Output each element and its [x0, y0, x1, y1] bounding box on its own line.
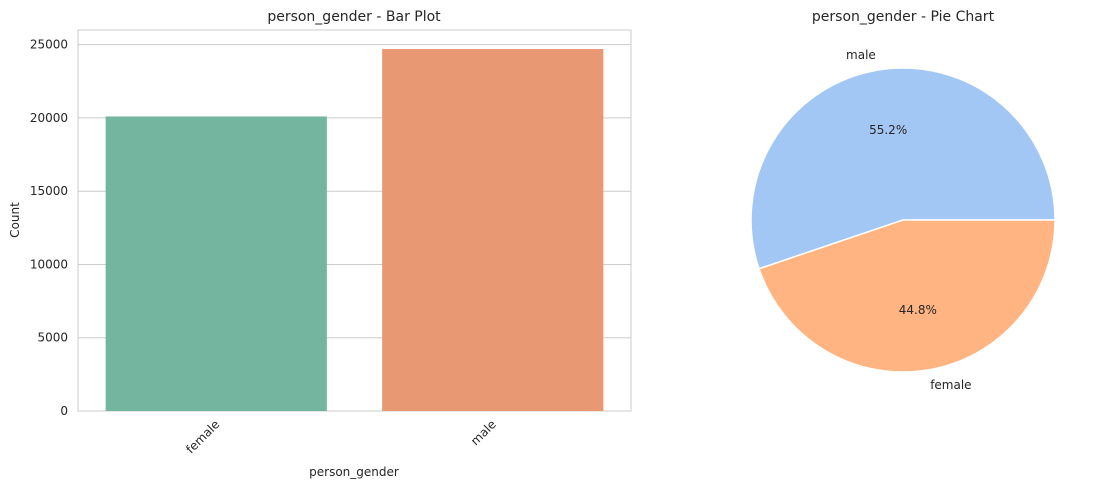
- bar-x-ticks: female male: [183, 417, 499, 456]
- bar-y-ticks: 0 5000 10000 15000 20000 25000: [30, 38, 68, 418]
- bar-y-tick-label: 5000: [37, 331, 68, 345]
- bar-female: [105, 116, 327, 411]
- pie-label: male: [846, 48, 876, 62]
- pie-slice-female: [758, 219, 1056, 373]
- bar-x-axis-label: person_gender: [309, 465, 399, 479]
- bar-chart: person_gender - Bar Plot 0 5000 10000 15000…: [8, 9, 632, 479]
- pie-label: female: [930, 378, 971, 392]
- bar-y-tick-label: 20000: [30, 111, 68, 125]
- bar-y-tick-label: 10000: [30, 257, 68, 271]
- pie-chart-title: person_gender - Pie Chart: [812, 9, 995, 25]
- bar-chart-title: person_gender - Bar Plot: [267, 9, 441, 25]
- bar-x-tick-label: female: [183, 417, 222, 456]
- bar-bars: [105, 49, 604, 412]
- pie-percent-label: 44.8%: [899, 303, 937, 317]
- pie-slice-male: [750, 67, 1056, 270]
- bar-y-tick-label: 15000: [30, 184, 68, 198]
- pie-slices: [750, 67, 1056, 373]
- pie-labels: male 55.2% female 44.8%: [846, 48, 972, 392]
- pie-percent-label: 55.2%: [869, 123, 907, 137]
- bar-y-tick-label: 25000: [30, 38, 68, 52]
- pie-chart: person_gender - Pie Chart male 55.2% femal…: [750, 9, 1056, 392]
- bar-male: [382, 49, 604, 412]
- bar-y-tick-label: 0: [60, 404, 68, 418]
- bar-y-axis-label: Count: [8, 202, 22, 238]
- bar-x-tick-label: male: [468, 417, 499, 448]
